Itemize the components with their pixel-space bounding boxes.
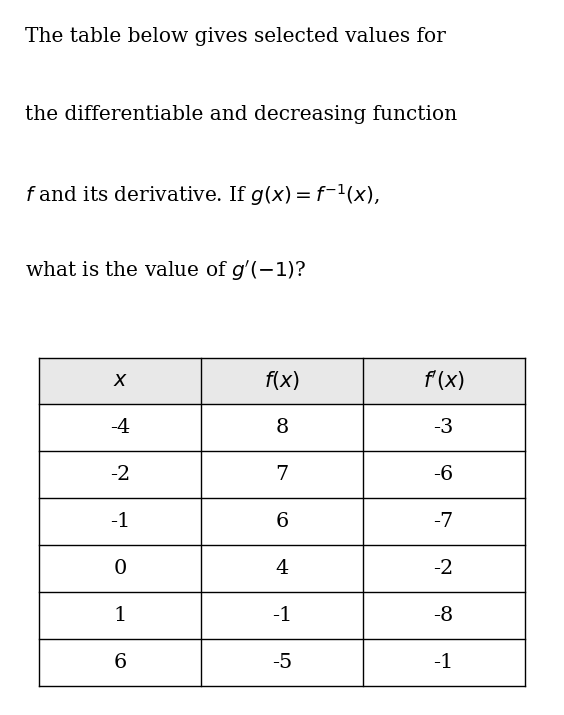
Text: what is the value of $g'(-1)$?: what is the value of $g'(-1)$? <box>25 259 307 283</box>
Text: -2: -2 <box>110 465 130 485</box>
Bar <box>39 451 201 498</box>
Bar <box>39 498 201 546</box>
Text: -1: -1 <box>272 606 292 626</box>
Text: -3: -3 <box>434 418 454 438</box>
Bar <box>201 498 363 546</box>
Text: $x$: $x$ <box>113 372 128 390</box>
Bar <box>363 546 525 593</box>
Bar <box>363 405 525 451</box>
Bar <box>201 593 363 639</box>
Text: -8: -8 <box>434 606 454 626</box>
Text: $f$ and its derivative. If $g(x) = f^{-1}(x)$,: $f$ and its derivative. If $g(x) = f^{-1… <box>25 182 380 208</box>
Text: the differentiable and decreasing function: the differentiable and decreasing functi… <box>25 104 457 124</box>
Text: -2: -2 <box>434 559 454 578</box>
Bar <box>201 405 363 451</box>
Bar <box>39 358 201 405</box>
Text: The table below gives selected values for: The table below gives selected values fo… <box>25 27 446 46</box>
Bar <box>201 451 363 498</box>
Text: -5: -5 <box>272 654 292 672</box>
Text: 0: 0 <box>113 559 127 578</box>
Bar <box>201 358 363 405</box>
Text: -1: -1 <box>434 654 454 672</box>
Text: 4: 4 <box>275 559 289 578</box>
Bar <box>363 498 525 546</box>
Text: 6: 6 <box>275 513 289 531</box>
Text: 1: 1 <box>113 606 127 626</box>
Text: -4: -4 <box>110 418 130 438</box>
Bar <box>363 451 525 498</box>
Text: $f'(x)$: $f'(x)$ <box>422 368 465 393</box>
Text: -6: -6 <box>434 465 454 485</box>
Text: 7: 7 <box>275 465 289 485</box>
Bar <box>201 546 363 593</box>
Bar <box>39 405 201 451</box>
Bar <box>39 639 201 686</box>
Text: 8: 8 <box>275 418 289 438</box>
Bar <box>363 358 525 405</box>
Bar <box>363 639 525 686</box>
Text: $f(x)$: $f(x)$ <box>264 370 300 393</box>
Bar <box>39 546 201 593</box>
Bar <box>363 593 525 639</box>
Bar <box>39 593 201 639</box>
Bar <box>201 639 363 686</box>
Text: -7: -7 <box>434 513 454 531</box>
Text: -1: -1 <box>110 513 130 531</box>
Text: 6: 6 <box>114 654 127 672</box>
